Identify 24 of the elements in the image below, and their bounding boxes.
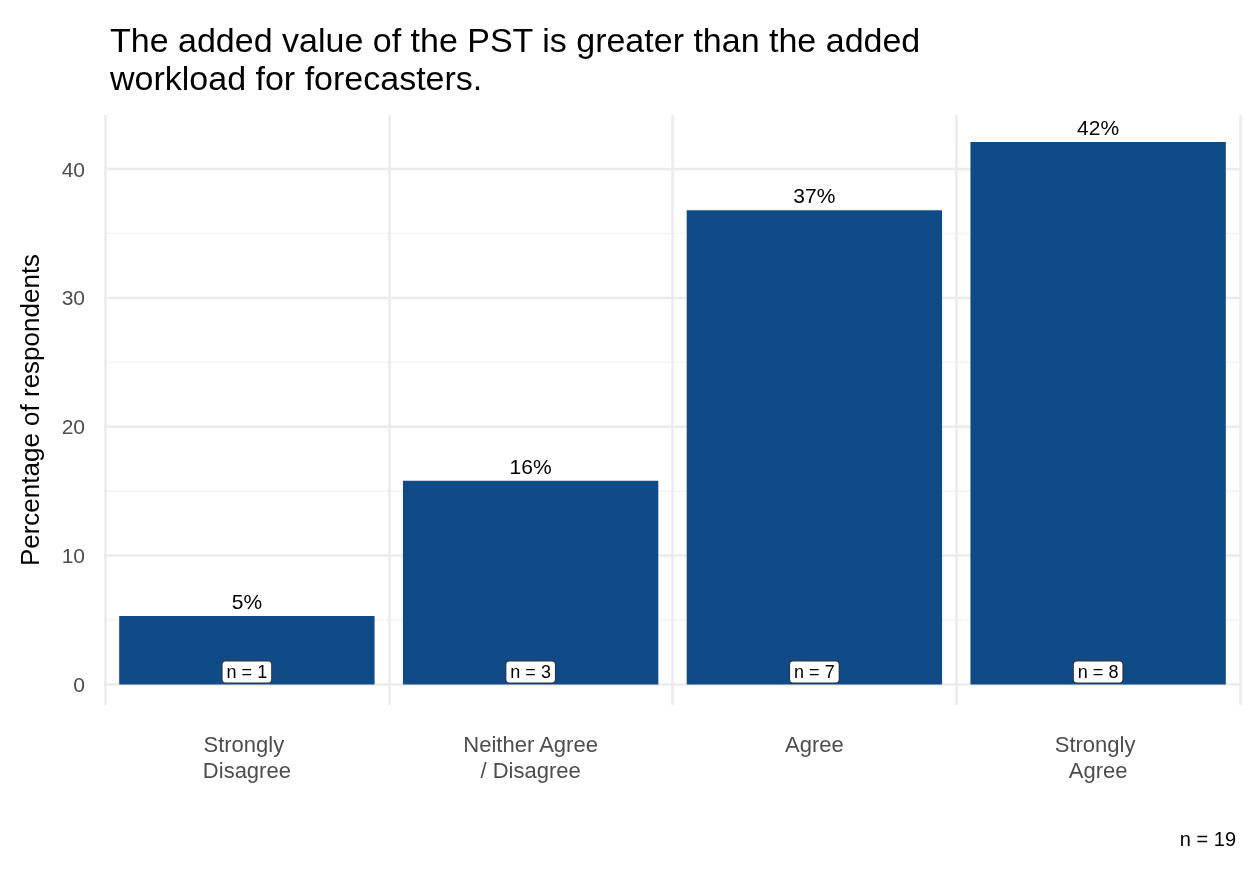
y-tick-label: 30 <box>61 286 85 310</box>
chart-title: The added value of the PST is greater than the added workload for forecasters. <box>109 21 921 97</box>
annotation: n = 3 <box>510 662 551 683</box>
x-tick-label: Strongly Agree <box>1054 731 1142 783</box>
data-label: 42% <box>1077 116 1120 140</box>
y-tick-label: 40 <box>61 157 85 181</box>
annotation: n = 8 <box>1077 662 1119 683</box>
y-axis-title: Percentage of respondents <box>15 253 45 567</box>
bar <box>119 616 375 685</box>
annotation: n = 7 <box>794 662 835 683</box>
annotation: n = 1 <box>226 662 268 683</box>
bar <box>402 480 659 685</box>
text: n = 19 <box>1179 828 1237 850</box>
y-tick-label: 0 <box>73 672 85 696</box>
y-tick-label: 10 <box>61 544 85 568</box>
bar <box>686 210 943 685</box>
x-tick-label: Neither Agree/ Disagree <box>463 731 598 783</box>
bar <box>970 142 1226 685</box>
data-label: 5% <box>231 590 263 614</box>
data-label: 37% <box>793 184 836 208</box>
y-tick-label: 20 <box>61 415 85 439</box>
data-label: 16% <box>509 454 552 478</box>
x-tick-label: Agree <box>785 731 844 757</box>
x-tick-label: Strongly Disagree <box>202 731 291 783</box>
